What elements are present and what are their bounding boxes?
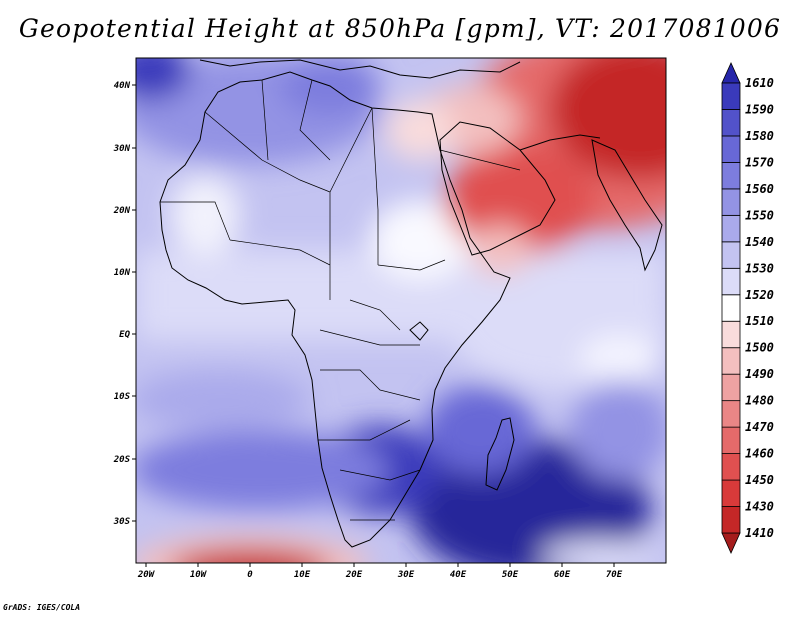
colorbar-label: 1490	[745, 367, 774, 381]
colorbar-segment	[721, 453, 741, 481]
lat-labels: 40N 30N 20N 10N EQ 10S 20S 30S	[113, 81, 131, 527]
colorbar-label: 1610	[745, 76, 774, 90]
lon-label-40e: 40E	[450, 570, 467, 580]
colorbar-label: 1540	[745, 235, 774, 249]
colorbar-segment	[721, 109, 741, 137]
lat-label-10n: 10N	[114, 268, 131, 278]
colorbar-segment	[721, 188, 741, 216]
colorbar-label: 1460	[745, 447, 774, 461]
madagascar-outline	[485, 417, 515, 491]
lon-label-60e: 60E	[554, 570, 571, 580]
colorbar-bottom-triangle	[721, 532, 741, 554]
country-borders	[160, 79, 521, 521]
colorbar-segment	[721, 400, 741, 428]
colorbar-label: 1520	[745, 288, 774, 302]
colorbar-segment	[721, 214, 741, 243]
map-frame	[135, 57, 667, 564]
colorbar-segment	[721, 347, 741, 375]
coastlines	[159, 59, 663, 548]
lon-label-30e: 30E	[397, 570, 415, 580]
colorbar-label: 1470	[745, 420, 774, 434]
colorbar-label: 1410	[745, 526, 774, 540]
lat-label-30n: 30N	[113, 144, 131, 154]
colorbar-segment	[721, 320, 741, 349]
lat-axis	[132, 84, 136, 522]
colorbar-segment	[721, 241, 741, 269]
colorbar-label: 1500	[745, 341, 774, 355]
colorbar-label: 1510	[745, 314, 774, 328]
colorbar: 1410 1430 1450 1460 1470 1480 1490 1500 1510 1520…	[721, 62, 774, 554]
lat-label-20n: 20N	[113, 206, 131, 216]
lat-label-10s: 10S	[114, 392, 131, 402]
europe-coast	[199, 59, 521, 79]
india-outline	[591, 139, 663, 272]
colorbar-label: 1550	[745, 208, 774, 222]
lat-label-40n: 40N	[114, 81, 131, 91]
asia-coast	[519, 134, 601, 151]
colorbar-segment	[721, 373, 741, 402]
lon-label-10e: 10E	[294, 570, 311, 580]
lon-label-10w: 10W	[190, 570, 208, 580]
colorbar-label: 1430	[745, 500, 774, 514]
height-field-shading	[136, 58, 666, 563]
colorbar-segment	[721, 294, 741, 322]
colorbar-label: 1590	[745, 102, 774, 116]
colorbar-top-triangle	[721, 62, 741, 84]
colorbar-segment	[721, 479, 741, 507]
arabian-peninsula-outline	[439, 121, 556, 256]
colorbar-label: 1570	[745, 155, 774, 169]
grads-credit: GrADS: IGES/COLA	[3, 603, 81, 612]
lon-label-70e: 70E	[606, 570, 623, 580]
map-plot-area	[136, 58, 666, 563]
colorbar-segment	[721, 506, 741, 534]
lon-label-20e: 20E	[345, 570, 363, 580]
lat-label-30s: 30S	[113, 517, 131, 527]
lon-label-20w: 20W	[137, 570, 156, 580]
lat-label-20s: 20S	[113, 455, 131, 465]
colorbar-segment	[721, 82, 741, 110]
colorbar-label: 1580	[745, 129, 774, 143]
lat-label-eq: EQ	[119, 330, 130, 340]
colorbar-segment	[721, 135, 741, 163]
colorbar-label: 1450	[745, 473, 774, 487]
lon-labels: 20W 10W 0 10E 20E 30E 40E 50E 60E 70E	[137, 570, 623, 580]
lon-label-50e: 50E	[502, 570, 519, 580]
colorbar-segment	[721, 267, 741, 296]
colorbar-label: 1530	[745, 261, 774, 275]
lon-label-0: 0	[247, 570, 253, 580]
colorbar-label: 1560	[745, 182, 774, 196]
colorbar-segment	[721, 426, 741, 454]
map-title: Geopotential Height at 850hPa [gpm], VT:…	[18, 14, 782, 43]
colorbar-segment	[721, 162, 741, 190]
lake-victoria	[409, 321, 429, 341]
colorbar-label: 1480	[745, 394, 774, 408]
lon-axis	[145, 563, 615, 567]
